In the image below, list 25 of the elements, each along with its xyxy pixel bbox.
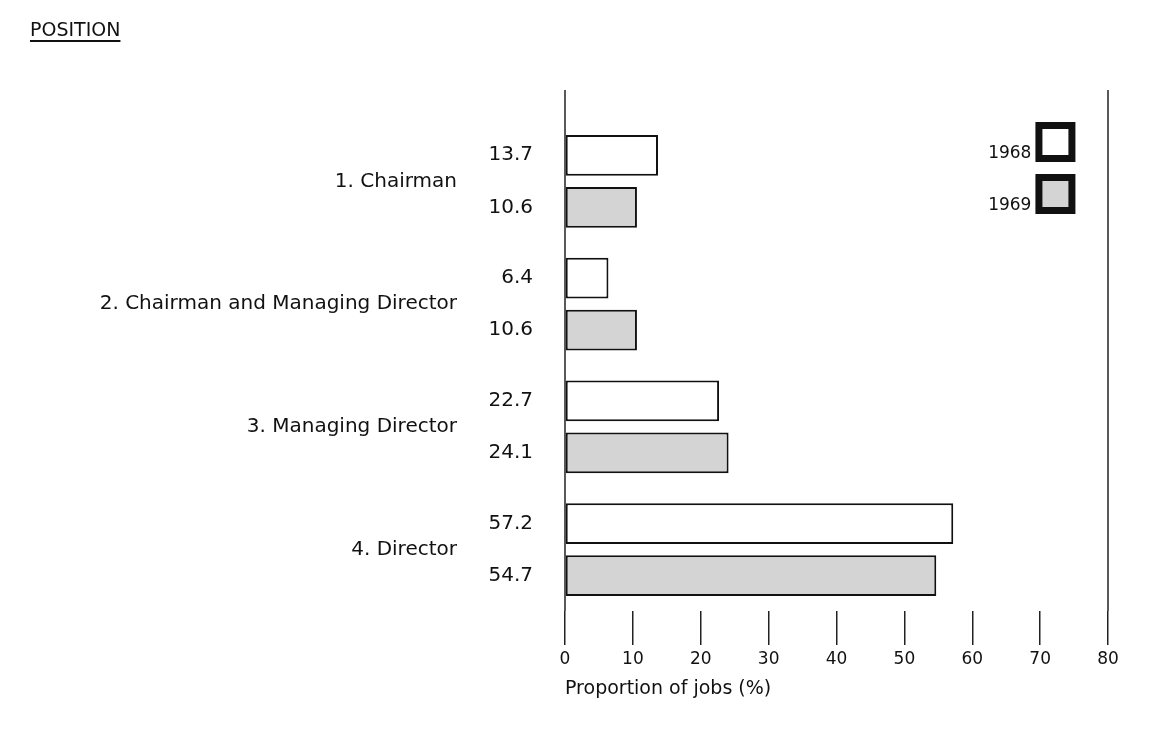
x-tick-label: 70 bbox=[1029, 647, 1051, 668]
data-label: 10.6 bbox=[488, 193, 533, 218]
text: POSITION bbox=[30, 18, 121, 40]
x-axis-title: Proportion of jobs (%) bbox=[565, 675, 772, 698]
data-label: 57.2 bbox=[488, 509, 533, 534]
x-tick-label: 60 bbox=[961, 647, 984, 668]
legend-label: 1969 bbox=[988, 194, 1032, 215]
y-tick-label: 3. Managing Director bbox=[246, 413, 458, 438]
x-tick-label: 20 bbox=[689, 647, 712, 668]
data-label: 22.7 bbox=[488, 386, 533, 411]
y-tick-label: 1. Chairman bbox=[334, 167, 457, 192]
y-tick-label: 4. Director bbox=[351, 535, 458, 560]
data-label: 13.7 bbox=[488, 141, 533, 166]
x-tick-label: 40 bbox=[825, 647, 848, 668]
x-tick-label: 10 bbox=[622, 647, 644, 668]
legend-label: 1968 bbox=[988, 142, 1032, 163]
data-label: 10.6 bbox=[488, 316, 533, 341]
data-label: 6.4 bbox=[501, 264, 533, 289]
y-tick-label: 2. Chairman and Managing Director bbox=[99, 290, 458, 315]
x-tick-label: 0 bbox=[559, 647, 571, 668]
data-label: 24.1 bbox=[488, 439, 533, 464]
x-tick-label: 50 bbox=[893, 647, 916, 668]
x-tick-label: 80 bbox=[1097, 647, 1119, 668]
data-label: 54.7 bbox=[488, 561, 533, 586]
x-tick-label: 30 bbox=[757, 647, 780, 668]
